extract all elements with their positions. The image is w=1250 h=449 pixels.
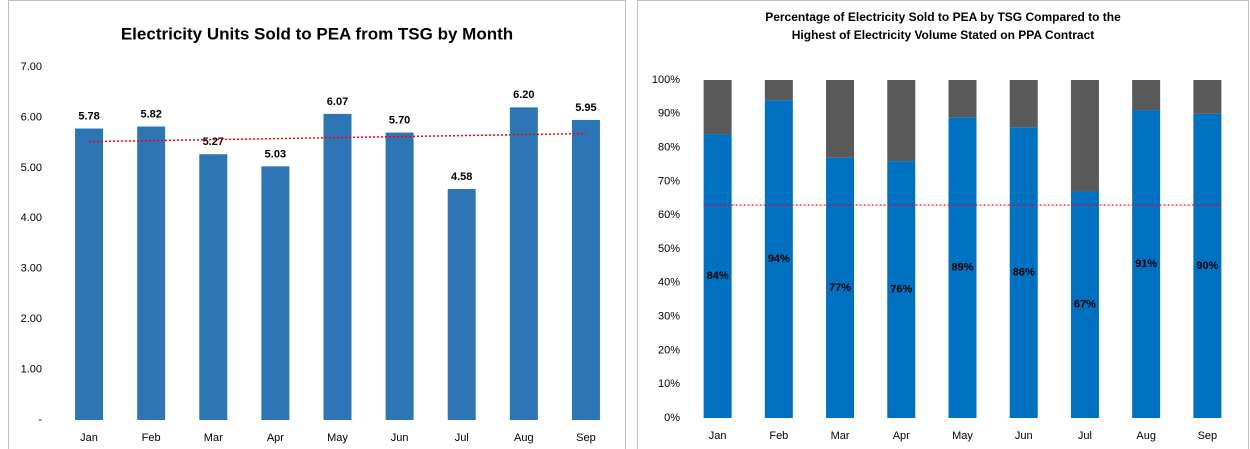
bar-segment bbox=[1132, 110, 1161, 419]
bar bbox=[447, 189, 476, 420]
data-label: 77% bbox=[829, 282, 851, 294]
y-tick-label: 3.00 bbox=[21, 263, 42, 275]
bar-segment bbox=[948, 80, 977, 118]
x-tick-label: Sep bbox=[576, 432, 596, 444]
x-tick-label: Jun bbox=[1015, 430, 1033, 442]
y-tick-label: 20% bbox=[658, 344, 680, 356]
bar bbox=[137, 126, 166, 421]
data-label: 5.27 bbox=[203, 136, 224, 148]
data-label: 6.07 bbox=[327, 96, 348, 108]
bar-segment bbox=[1070, 80, 1099, 192]
y-tick-label: - bbox=[38, 414, 42, 426]
x-tick-label: Jan bbox=[709, 430, 727, 442]
x-tick-label: Mar bbox=[831, 430, 850, 442]
data-label: 5.95 bbox=[575, 102, 596, 114]
x-tick-label: Feb bbox=[142, 432, 161, 444]
data-label: 67% bbox=[1074, 299, 1096, 311]
bar-segment bbox=[764, 100, 793, 418]
y-tick-label: 30% bbox=[658, 311, 680, 323]
chart-title: Electricity Units Sold to PEA from TSG b… bbox=[121, 24, 513, 43]
y-tick-label: 100% bbox=[652, 74, 680, 86]
bar-segment bbox=[1009, 80, 1038, 128]
x-tick-label: Apr bbox=[893, 430, 910, 442]
x-tick-label: Sep bbox=[1198, 430, 1218, 442]
y-tick-label: 1.00 bbox=[21, 363, 42, 375]
bar bbox=[571, 119, 600, 420]
bar-segment bbox=[703, 134, 732, 418]
x-tick-label: Apr bbox=[267, 432, 284, 444]
y-tick-label: 80% bbox=[658, 142, 680, 154]
y-tick-label: 4.00 bbox=[21, 212, 42, 224]
y-tick-label: 5.00 bbox=[21, 162, 42, 174]
y-tick-label: 60% bbox=[658, 209, 680, 221]
left-frame bbox=[8, 0, 626, 449]
x-tick-label: Jan bbox=[80, 432, 98, 444]
bar bbox=[323, 113, 352, 421]
bar bbox=[385, 132, 414, 421]
data-label: 84% bbox=[707, 270, 729, 282]
y-tick-label: 90% bbox=[658, 108, 680, 120]
bar-segment bbox=[826, 157, 855, 419]
bar-segment bbox=[1193, 80, 1222, 114]
bar-segment bbox=[764, 80, 793, 101]
x-tick-label: May bbox=[327, 432, 348, 444]
y-tick-label: 7.00 bbox=[21, 61, 42, 73]
data-label: 94% bbox=[768, 253, 790, 265]
data-label: 4.58 bbox=[451, 171, 472, 183]
chart-title: Highest of Electricity Volume Stated on … bbox=[792, 28, 1095, 42]
data-label: 86% bbox=[1013, 267, 1035, 279]
x-tick-label: May bbox=[952, 430, 973, 442]
x-tick-label: Aug bbox=[514, 432, 534, 444]
x-tick-label: Feb bbox=[769, 430, 788, 442]
data-label: 6.20 bbox=[513, 89, 534, 101]
y-tick-label: 40% bbox=[658, 277, 680, 289]
y-tick-label: 50% bbox=[658, 243, 680, 255]
bar-segment bbox=[1070, 191, 1099, 418]
data-label: 5.82 bbox=[140, 108, 161, 120]
bar-segment bbox=[887, 161, 916, 418]
data-label: 5.03 bbox=[265, 148, 286, 160]
bar bbox=[509, 107, 538, 420]
y-tick-label: 10% bbox=[658, 378, 680, 390]
data-label: 5.78 bbox=[78, 110, 99, 122]
y-tick-label: 6.00 bbox=[21, 111, 42, 123]
bar bbox=[199, 154, 228, 420]
data-label: 5.70 bbox=[389, 114, 410, 126]
x-tick-label: Jun bbox=[391, 432, 409, 444]
bar-segment bbox=[703, 80, 732, 135]
data-label: 90% bbox=[1196, 260, 1218, 272]
y-tick-label: 70% bbox=[658, 175, 680, 187]
y-tick-label: 0% bbox=[664, 412, 680, 424]
bar-segment bbox=[1193, 113, 1222, 419]
bar-segment bbox=[826, 80, 855, 158]
right-frame bbox=[637, 0, 1249, 449]
x-tick-label: Mar bbox=[204, 432, 223, 444]
chart-title: Percentage of Electricity Sold to PEA by… bbox=[765, 10, 1121, 24]
x-tick-label: Jul bbox=[455, 432, 469, 444]
y-tick-label: 2.00 bbox=[21, 313, 42, 325]
x-tick-label: Jul bbox=[1078, 430, 1092, 442]
bar-segment bbox=[948, 117, 977, 419]
trendline bbox=[89, 132, 586, 143]
data-label: 76% bbox=[890, 283, 912, 295]
data-label: 91% bbox=[1135, 258, 1157, 270]
x-tick-label: Aug bbox=[1136, 430, 1156, 442]
bar-segment bbox=[1132, 80, 1161, 111]
data-label: 89% bbox=[951, 261, 973, 273]
bar-segment bbox=[1009, 127, 1038, 418]
bar-segment bbox=[887, 80, 916, 162]
bar bbox=[75, 128, 104, 420]
bar bbox=[261, 166, 290, 420]
